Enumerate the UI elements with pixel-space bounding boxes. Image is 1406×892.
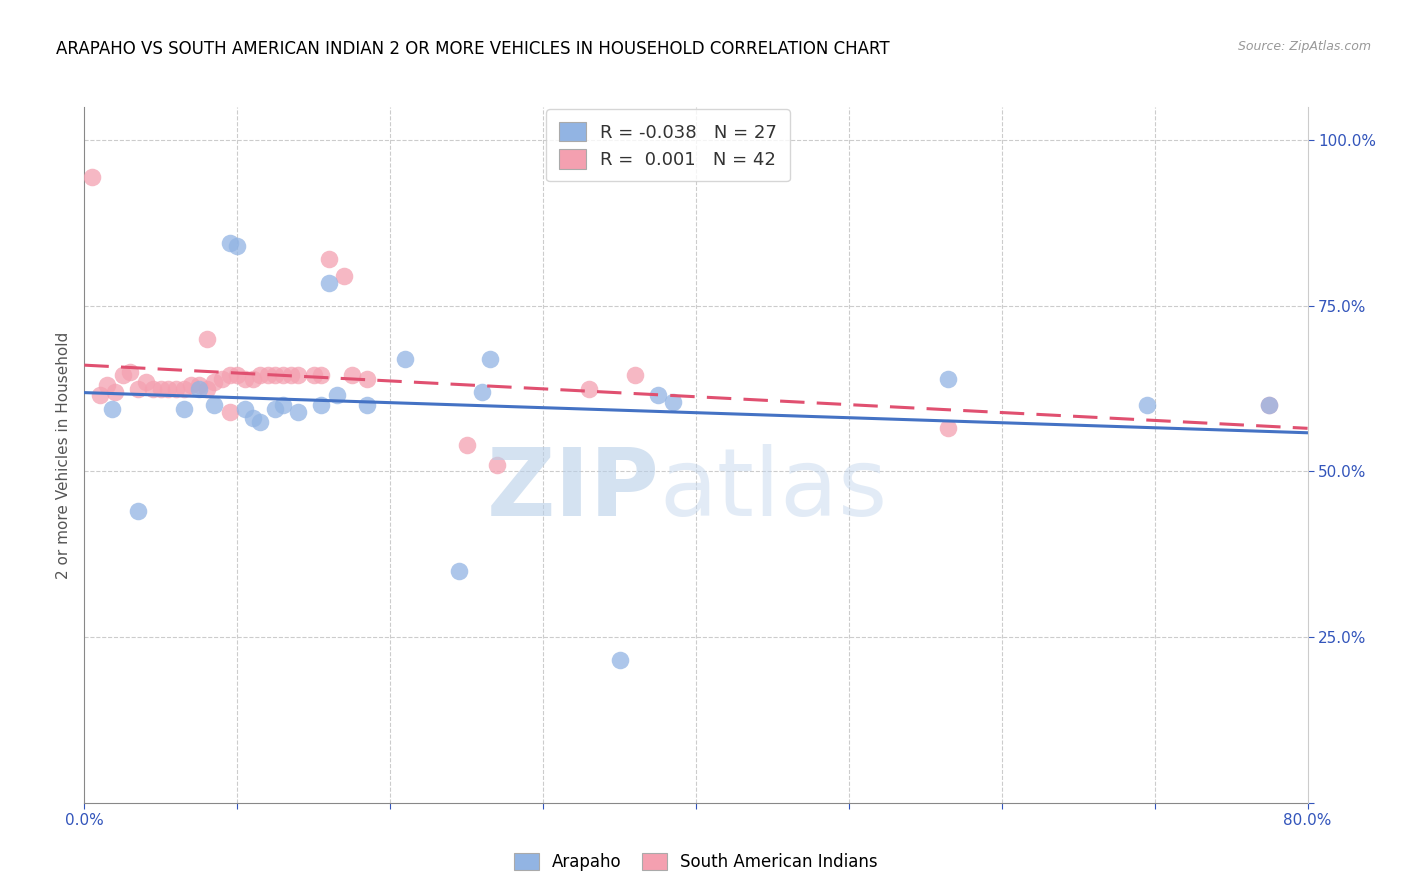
Point [447,564,470,578]
Point [318,276,340,290]
Point [271,398,294,412]
Point [188,382,211,396]
Point [195,382,218,396]
Point [287,368,309,383]
Point [157,382,180,396]
Point [311,398,333,412]
Point [356,372,378,386]
Point [202,398,225,412]
Point [333,268,356,283]
Point [135,375,157,389]
Point [104,384,127,399]
Point [242,411,264,425]
Point [218,235,240,250]
Text: Source: ZipAtlas.com: Source: ZipAtlas.com [1237,40,1371,54]
Point [609,653,631,667]
Point [280,368,302,383]
Point [1258,398,1281,412]
Point [180,378,202,392]
Point [127,504,149,518]
Point [486,458,509,472]
Point [271,368,294,383]
Point [233,401,256,416]
Point [478,351,501,366]
Point [249,368,271,383]
Point [249,415,271,429]
Point [127,382,149,396]
Point [173,401,195,416]
Point [456,438,478,452]
Point [233,372,256,386]
Point [1136,398,1159,412]
Point [1258,398,1281,412]
Point [101,401,124,416]
Point [226,239,249,253]
Point [188,378,211,392]
Point [173,382,195,396]
Point [120,365,142,379]
Point [202,375,225,389]
Text: ARAPAHO VS SOUTH AMERICAN INDIAN 2 OR MORE VEHICLES IN HOUSEHOLD CORRELATION CHA: ARAPAHO VS SOUTH AMERICAN INDIAN 2 OR MO… [56,40,890,58]
Point [624,368,647,383]
Point [264,401,287,416]
Point [111,368,134,383]
Point [578,382,600,396]
Text: atlas: atlas [659,443,887,536]
Point [89,388,111,402]
Text: ZIP: ZIP [486,443,659,536]
Point [149,382,172,396]
Y-axis label: 2 or more Vehicles in Household: 2 or more Vehicles in Household [56,331,72,579]
Point [264,368,287,383]
Point [394,351,416,366]
Point [142,382,165,396]
Point [257,368,280,383]
Point [242,372,264,386]
Point [936,372,959,386]
Point [662,395,685,409]
Point [647,388,669,402]
Point [936,421,959,435]
Point [356,398,378,412]
Legend: Arapaho, South American Indians: Arapaho, South American Indians [508,847,884,878]
Point [287,405,309,419]
Point [302,368,325,383]
Point [226,368,249,383]
Point [471,384,494,399]
Point [218,405,240,419]
Point [311,368,333,383]
Point [80,169,103,184]
Point [340,368,363,383]
Point [325,388,347,402]
Point [218,368,240,383]
Point [318,252,340,267]
Point [165,382,187,396]
Point [96,378,118,392]
Point [211,372,233,386]
Point [195,332,218,346]
